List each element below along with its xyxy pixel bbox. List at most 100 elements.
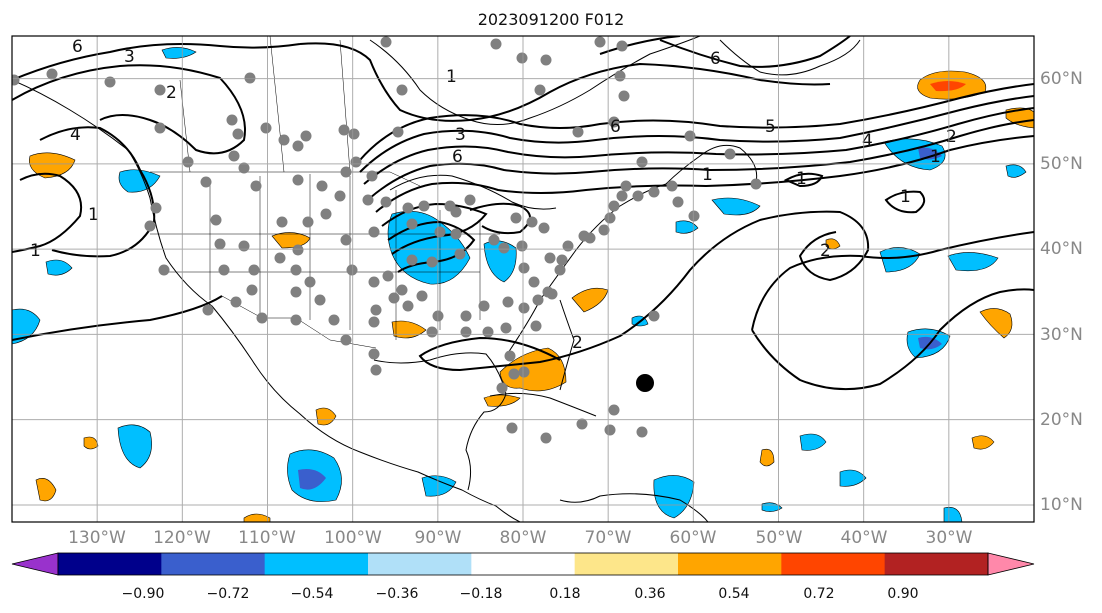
contour-line (299, 42, 831, 122)
station-dot (500, 322, 512, 334)
map-panel: 6 3 2 4 1 1 3 6 1 6 5 4 2 6 1 1 1 2 2 1 (11, 35, 1035, 523)
colorbar-tick-label: 0.36 (634, 586, 665, 602)
station-dot (688, 210, 700, 222)
station-dot (584, 232, 596, 244)
station-dot (246, 284, 258, 296)
colorbar: −0.90 −0.72 −0.54 −0.36 −0.18 0.18 0.36 … (11, 552, 1035, 602)
lat-tick-label: 20°N (1040, 410, 1083, 430)
lon-tick-label: 60°W (670, 528, 717, 548)
station-dot (554, 264, 566, 276)
lat-tick-label: 30°N (1040, 325, 1083, 345)
station-dot (540, 54, 552, 66)
colorbar-extend-low (11, 552, 59, 576)
positive-anomaly-area (391, 320, 427, 339)
station-dot (540, 432, 552, 444)
station-dot (544, 252, 556, 264)
station-dot (516, 52, 528, 64)
station-dot (290, 286, 302, 298)
station-dot (382, 270, 394, 282)
station-dot (340, 234, 352, 246)
station-dot (210, 214, 222, 226)
station-dot (154, 122, 166, 134)
station-dot (454, 248, 466, 260)
colorbar-tick-labels: −0.90 −0.72 −0.54 −0.36 −0.18 0.18 0.36 … (122, 586, 919, 602)
contour-label: 1 (930, 147, 941, 167)
map-title: 2023091200 F012 (477, 10, 625, 29)
boundary-line (209, 174, 481, 340)
negative-anomaly-area (653, 475, 695, 519)
positive-anomaly-area (1005, 107, 1034, 129)
station-dot (504, 350, 516, 362)
station-dot (510, 212, 522, 224)
station-dot (608, 200, 620, 212)
station-dot (444, 200, 456, 212)
station-dot (418, 200, 430, 212)
station-dot (304, 276, 316, 288)
positive-anomaly-area (971, 435, 995, 450)
station-dot (534, 84, 546, 96)
lon-tick-label: 110°W (238, 528, 296, 548)
station-dot (380, 36, 392, 48)
station-dot (260, 122, 272, 134)
station-dot (396, 284, 408, 296)
station-dot (232, 128, 244, 140)
contour-label: 5 (765, 117, 776, 137)
colorbar-tick-label: −0.90 (122, 586, 165, 602)
contour-label: 3 (124, 47, 135, 67)
station-dot (320, 208, 332, 220)
station-dot (604, 212, 616, 224)
station-dot (502, 296, 514, 308)
positive-anomaly-area (315, 407, 337, 426)
contour-label: 1 (900, 187, 911, 207)
station-dot (518, 262, 530, 274)
strong-negative-anomaly-area (918, 147, 942, 160)
station-dot (214, 238, 226, 250)
positive-anomaly-area (29, 152, 76, 179)
station-dot (542, 286, 554, 298)
station-dot (516, 240, 528, 252)
contour-label: 2 (166, 83, 177, 103)
station-dot (684, 130, 696, 142)
positive-anomaly-area (825, 238, 841, 250)
station-dot (434, 226, 446, 238)
colorbar-tick-label: 0.90 (887, 586, 918, 602)
station-dot (482, 326, 494, 338)
station-dot (388, 292, 400, 304)
station-dot (250, 180, 262, 192)
station-dot (402, 300, 414, 312)
station-dot (150, 202, 162, 214)
station-dot (348, 128, 360, 140)
lon-tick-labels: 130°W 120°W 110°W 100°W 90°W 80°W 70°W 6… (68, 528, 973, 548)
station-dot (368, 348, 380, 360)
contour-label: 1 (796, 169, 807, 189)
negative-anomaly-area (947, 252, 999, 272)
station-dot (460, 310, 472, 322)
storm-center-marker (636, 374, 654, 392)
positive-anomaly-area (759, 448, 775, 467)
station-dot (572, 126, 584, 138)
contour-label-layer: 6 3 2 4 1 1 3 6 1 6 5 4 2 6 1 1 1 2 2 1 (30, 37, 957, 353)
station-dot (368, 276, 380, 288)
lon-tick-label: 70°W (585, 528, 632, 548)
station-dot (12, 74, 20, 86)
station-dot (426, 256, 438, 268)
contour-line (39, 126, 156, 258)
coastline (559, 299, 575, 391)
colorbar-swatches (11, 552, 1035, 576)
contour-line (783, 172, 824, 188)
station-dot (274, 252, 286, 264)
colorbar-extend-high (987, 552, 1035, 576)
lon-tick-label: 120°W (153, 528, 211, 548)
station-dot (278, 134, 290, 146)
station-dot (292, 174, 304, 186)
station-dot (416, 290, 428, 302)
station-dot (370, 304, 382, 316)
station-dot (334, 190, 346, 202)
station-dot (608, 404, 620, 416)
shaded-field-layer (12, 47, 1034, 522)
colorbar-tick-label: −0.18 (460, 586, 503, 602)
positive-anomaly-area (499, 347, 567, 392)
station-dot (532, 294, 544, 306)
station-dot (396, 84, 408, 96)
